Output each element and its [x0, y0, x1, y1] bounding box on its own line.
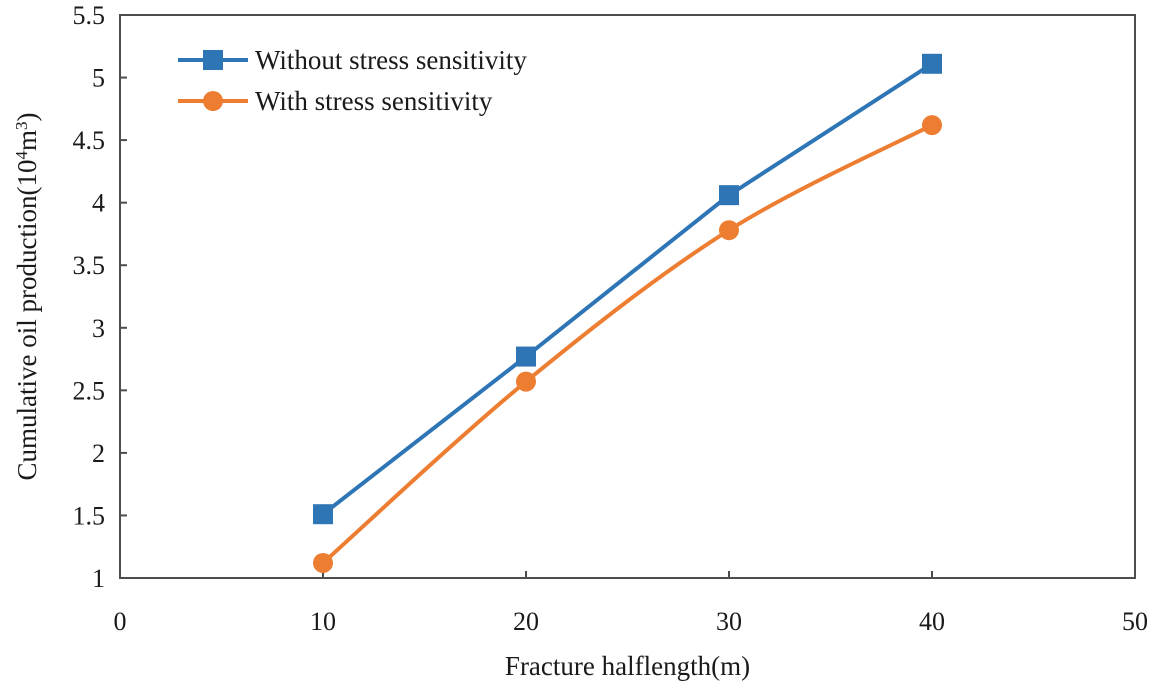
legend-item-2: With stress sensitivity — [178, 86, 493, 116]
plot-area-frame — [119, 14, 1136, 579]
data-point-square — [922, 53, 942, 74]
series-2 — [313, 115, 942, 573]
legend-marker-square — [203, 50, 223, 70]
y-tick-label: 2.5 — [73, 376, 106, 405]
x-tick-label: 40 — [919, 607, 945, 636]
y-tick-label: 1.5 — [73, 501, 106, 530]
y-tick-label: 3 — [92, 314, 105, 343]
x-tick-label: 10 — [310, 607, 336, 636]
data-point-square — [516, 346, 536, 367]
y-tick-label: 4.5 — [73, 126, 106, 155]
y-axis-title: Cumulative oil production(104m3) — [12, 113, 42, 481]
series-line — [321, 123, 934, 565]
x-tick-label: 0 — [114, 607, 127, 636]
data-point-circle — [313, 552, 333, 573]
data-point-circle — [719, 220, 739, 241]
y-tick-label: 2 — [92, 439, 105, 468]
legend-marker-circle — [203, 91, 223, 111]
data-point-circle — [516, 371, 536, 392]
plot-frame-group — [119, 14, 1136, 579]
x-tick-label: 20 — [513, 607, 539, 636]
y-axis-title-suffix: ) — [12, 113, 42, 122]
y-tick-label: 4 — [92, 189, 105, 218]
data-point-square — [313, 504, 333, 525]
y-axis-title-superscript-3: 3 — [12, 122, 31, 131]
legend-label: With stress sensitivity — [255, 86, 493, 116]
y-tick-label: 5 — [92, 64, 105, 93]
x-tick-label: 30 — [716, 607, 742, 636]
y-axis-ticks: 1 1.5 2 2.5 3 3.5 4 4.5 5 5.5 — [73, 1, 127, 593]
legend-item-1: Without stress sensitivity — [178, 45, 527, 75]
y-tick-label: 5.5 — [73, 1, 106, 30]
x-axis-title: Fracture halflength(m) — [505, 651, 750, 681]
y-tick-label: 3.5 — [73, 251, 106, 280]
y-axis-title-prefix: Cumulative oil production(10 — [12, 160, 42, 481]
legend-label: Without stress sensitivity — [255, 45, 527, 75]
data-point-square — [719, 185, 739, 206]
series-layer — [313, 53, 942, 573]
y-axis-title-superscript-4: 4 — [12, 151, 31, 160]
x-tick-label: 50 — [1122, 607, 1148, 636]
y-tick-label: 1 — [92, 564, 105, 593]
y-axis-title-unit-m: m — [12, 130, 42, 151]
series-1 — [313, 53, 942, 525]
data-point-circle — [922, 115, 942, 136]
x-axis-ticks: 0 10 20 30 40 50 — [114, 571, 1148, 636]
series-line — [321, 61, 934, 517]
legend: Without stress sensitivity With stress se… — [178, 45, 527, 116]
